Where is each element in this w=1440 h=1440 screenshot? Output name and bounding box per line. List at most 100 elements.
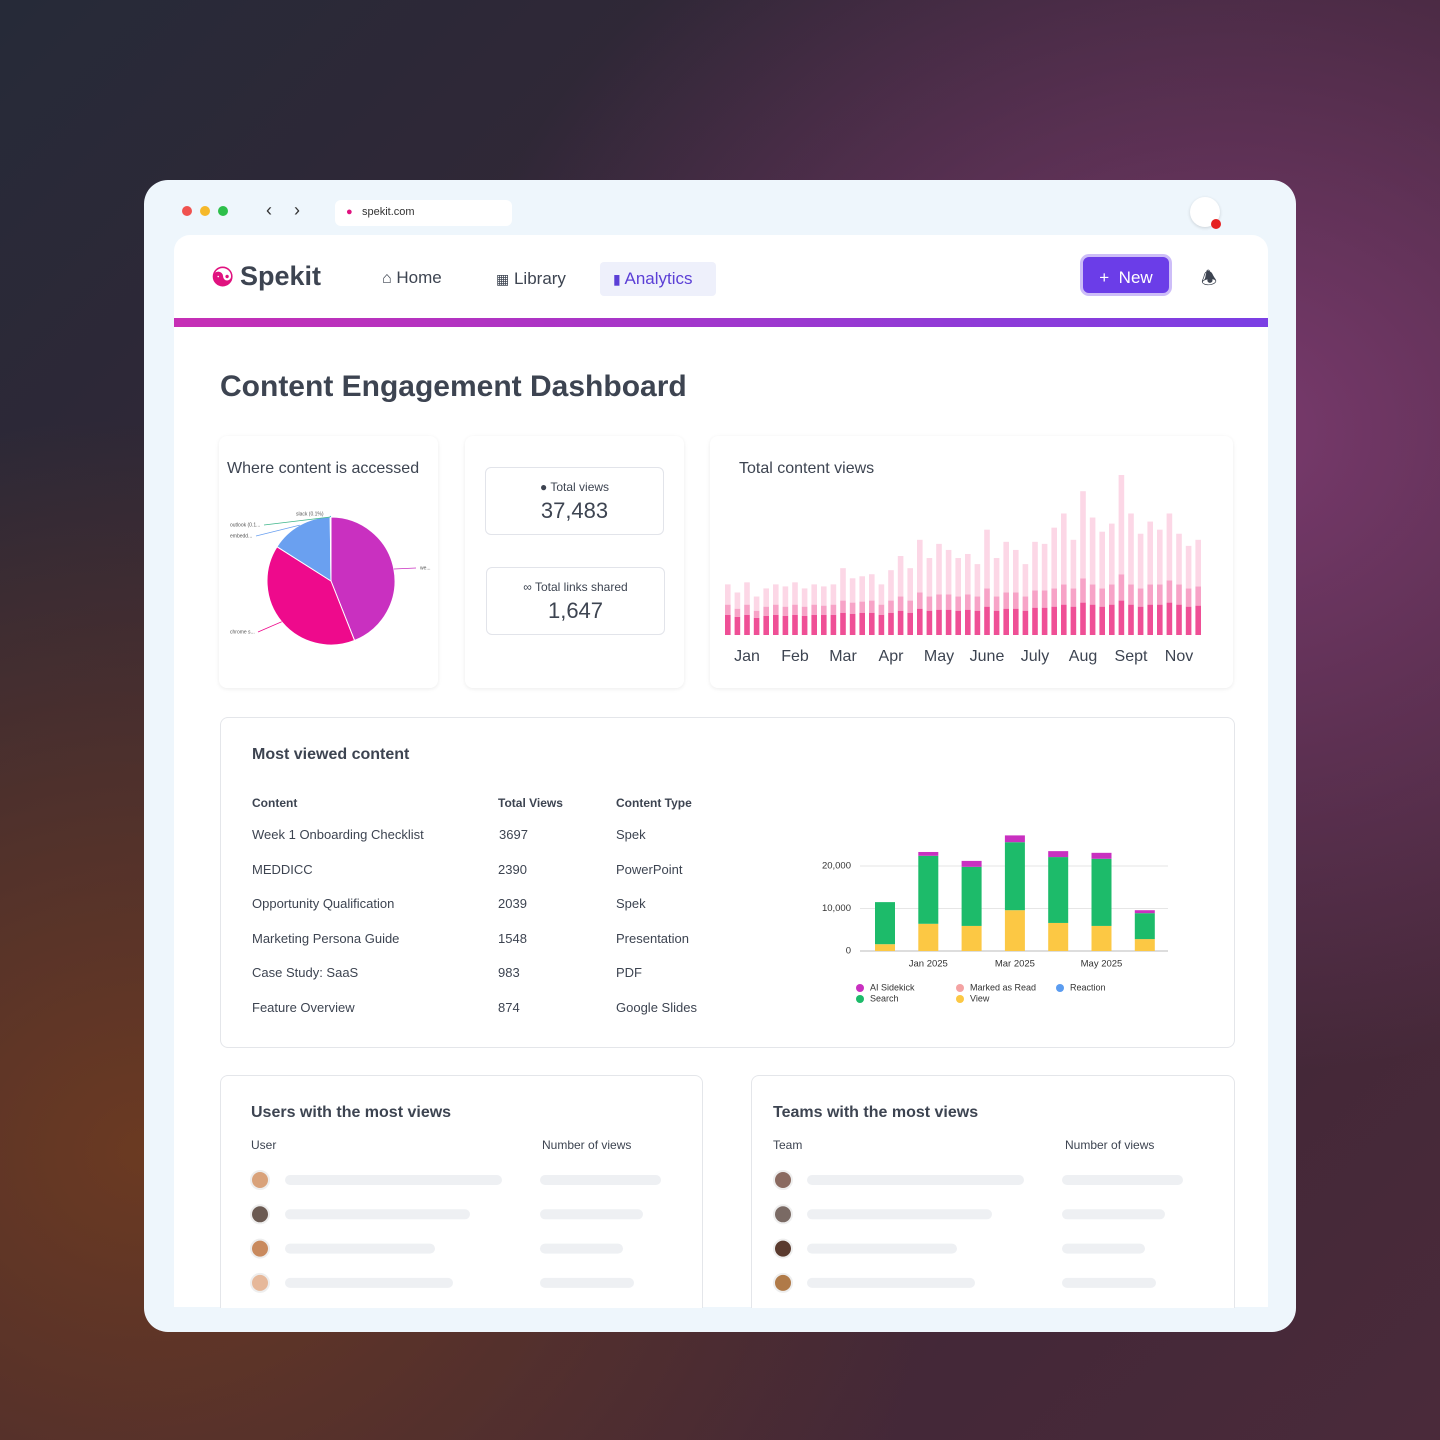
bar-segment xyxy=(869,600,875,613)
bar-segment xyxy=(907,568,913,601)
bar-segment xyxy=(917,608,923,635)
bar-segment xyxy=(888,570,894,601)
bar-segment xyxy=(1070,588,1077,607)
bar-segment xyxy=(878,614,885,635)
column-header: Number of views xyxy=(542,1138,632,1152)
placeholder xyxy=(1062,1209,1165,1220)
bar-segment xyxy=(878,604,885,615)
table-cell: Spek xyxy=(616,827,646,842)
new-button[interactable]: + New xyxy=(1080,254,1172,296)
legend-swatch xyxy=(956,984,964,992)
url-icon: ● xyxy=(346,206,353,218)
bar-segment xyxy=(897,610,904,635)
column-header: Content xyxy=(252,796,298,810)
bar-segment xyxy=(840,612,846,635)
stat-label: ∞ Total links shared xyxy=(523,580,628,594)
y-tick-label: 10,000 xyxy=(822,903,851,914)
back-button[interactable]: ‹ xyxy=(266,200,272,220)
bar-segment xyxy=(961,866,982,926)
bar-segment xyxy=(744,582,750,605)
bar-segment xyxy=(1089,584,1096,605)
bar-segment xyxy=(782,606,789,616)
nav-label: Home xyxy=(396,268,442,287)
pie-slice xyxy=(330,516,396,642)
bar-segment xyxy=(801,606,808,616)
forward-button[interactable]: › xyxy=(294,200,300,220)
bar-segment xyxy=(1022,564,1029,597)
bar-segment xyxy=(1048,922,1069,951)
url-bar[interactable] xyxy=(335,200,512,226)
bar-segment xyxy=(1134,913,1155,940)
bar-segment xyxy=(1080,602,1086,635)
x-tick-label: July xyxy=(1021,648,1049,665)
bar-segment xyxy=(907,600,913,613)
bar-segment xyxy=(1048,857,1069,923)
bar-segment xyxy=(763,606,769,616)
nav-home[interactable]: ⌂ Home xyxy=(382,268,442,287)
bar-segment xyxy=(955,558,961,597)
bar-segment xyxy=(936,543,942,595)
placeholder xyxy=(285,1243,435,1254)
bar-segment xyxy=(1048,851,1069,858)
placeholder xyxy=(540,1175,661,1185)
nav-library[interactable]: ▦ Library xyxy=(496,269,566,288)
legend-swatch xyxy=(1056,984,1064,992)
bar-segment xyxy=(869,612,875,635)
bar-segment xyxy=(1134,910,1155,914)
x-tick-label: Nov xyxy=(1165,648,1193,665)
table-cell: MEDDICC xyxy=(252,861,313,877)
nav-analytics[interactable]: ▮ Analytics xyxy=(613,269,693,288)
bar-segment xyxy=(1099,531,1105,589)
bar-segment xyxy=(849,613,856,635)
table-cell: 874 xyxy=(498,999,520,1015)
leader-line xyxy=(263,516,331,526)
bar-segment xyxy=(974,610,981,635)
stats-card xyxy=(465,436,684,688)
bar-segment xyxy=(1185,545,1192,589)
bar-segment xyxy=(1157,529,1163,585)
bar-segment xyxy=(897,596,904,611)
bar-segment xyxy=(792,604,798,615)
bar-segment xyxy=(888,600,894,613)
bar-segment xyxy=(1041,590,1048,608)
bar-segment xyxy=(1013,608,1019,635)
card-title: Users with the most views xyxy=(251,1104,452,1121)
bar-segment xyxy=(926,596,933,611)
bar-segment xyxy=(1089,604,1096,635)
close-dot[interactable] xyxy=(182,206,192,216)
bar-segment xyxy=(917,592,923,609)
table-cell: Feature Overview xyxy=(252,999,355,1015)
bar-segment xyxy=(753,617,760,635)
x-tick-label: Mar xyxy=(829,648,857,665)
logo[interactable]: Spekit xyxy=(240,261,322,291)
bar-segment xyxy=(734,592,741,609)
bar-segment xyxy=(918,851,939,856)
views-card xyxy=(710,436,1233,688)
bar-segment xyxy=(1157,604,1163,635)
slice-label: slack (0.1%) xyxy=(296,511,324,517)
users-card xyxy=(220,1075,703,1308)
bell-icon[interactable]: 🕭 xyxy=(1201,268,1218,288)
bar-segment xyxy=(961,860,982,867)
accent-bar xyxy=(174,318,1268,327)
bar-segment xyxy=(782,615,789,635)
bar-segment xyxy=(878,584,885,605)
bar-segment xyxy=(875,944,895,951)
card-title: Total content views xyxy=(739,460,875,477)
avatar xyxy=(250,1204,270,1225)
placeholder xyxy=(540,1277,634,1288)
bar-segment xyxy=(984,606,990,635)
bar-segment xyxy=(1022,596,1029,611)
minimize-dot[interactable] xyxy=(200,206,210,216)
maximize-dot[interactable] xyxy=(218,206,228,216)
bar-segment xyxy=(725,604,731,615)
placeholder xyxy=(285,1209,470,1220)
bar-segment xyxy=(875,902,895,945)
avatar xyxy=(773,1238,793,1259)
bar-segment xyxy=(773,604,779,615)
bar-segment xyxy=(763,588,769,607)
bar-segment xyxy=(811,614,817,635)
placeholder xyxy=(807,1209,992,1220)
stat-box xyxy=(486,567,665,635)
